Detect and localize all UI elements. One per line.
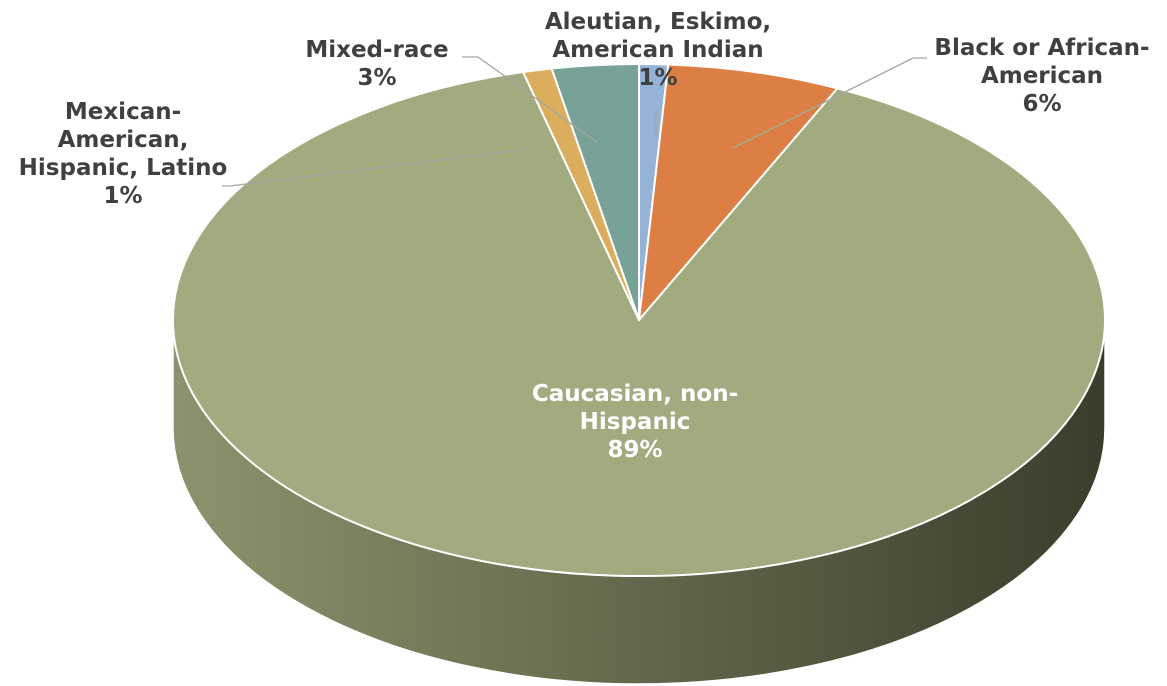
leader-line-3	[462, 56, 599, 144]
data-label-black-line-1: Black or African-	[934, 35, 1150, 61]
data-label-mexican-line-3: Hispanic, Latino	[18, 155, 228, 181]
data-label-aleutian-line-3: 1%	[638, 65, 678, 91]
leader-lines	[222, 56, 927, 187]
data-label-aleutian-line-1: Aleutian, Eskimo,	[544, 9, 772, 35]
data-label-aleutian-line-2: American Indian	[552, 37, 764, 63]
data-label-black-line-3: 6%	[1022, 91, 1062, 117]
pie-slice-caucasian-non-hispanic	[172, 70, 1106, 577]
data-label-black: Black or African- American 6%	[925, 34, 1159, 118]
pie-top-face	[172, 62, 1106, 577]
data-label-mexican: Mexican- American, Hispanic, Latino 1%	[18, 98, 228, 210]
data-label-mexican-line-4: 1%	[103, 183, 143, 209]
data-label-aleutian: Aleutian, Eskimo, American Indian 1%	[543, 8, 773, 92]
data-label-caucasian-line-1: Caucasian, non-	[531, 381, 739, 407]
data-label-caucasian-line-3: 89%	[607, 437, 663, 463]
data-label-mexican-line-2: American,	[57, 127, 189, 153]
data-label-black-line-2: American	[980, 63, 1104, 89]
data-label-mixed: Mixed-race 3%	[292, 36, 462, 92]
data-label-caucasian-line-2: Hispanic	[579, 409, 691, 435]
data-label-mexican-line-1: Mexican-	[64, 99, 182, 125]
data-label-caucasian: Caucasian, non- Hispanic 89%	[500, 380, 770, 464]
pie-slice-mixed-race	[550, 62, 640, 321]
leader-line-4	[222, 148, 530, 187]
data-label-mixed-line-1: Mixed-race	[305, 37, 449, 63]
pie-slice-black-or-african-american	[637, 63, 840, 324]
leader-line-2	[732, 57, 927, 149]
data-label-mixed-line-2: 3%	[357, 65, 397, 91]
